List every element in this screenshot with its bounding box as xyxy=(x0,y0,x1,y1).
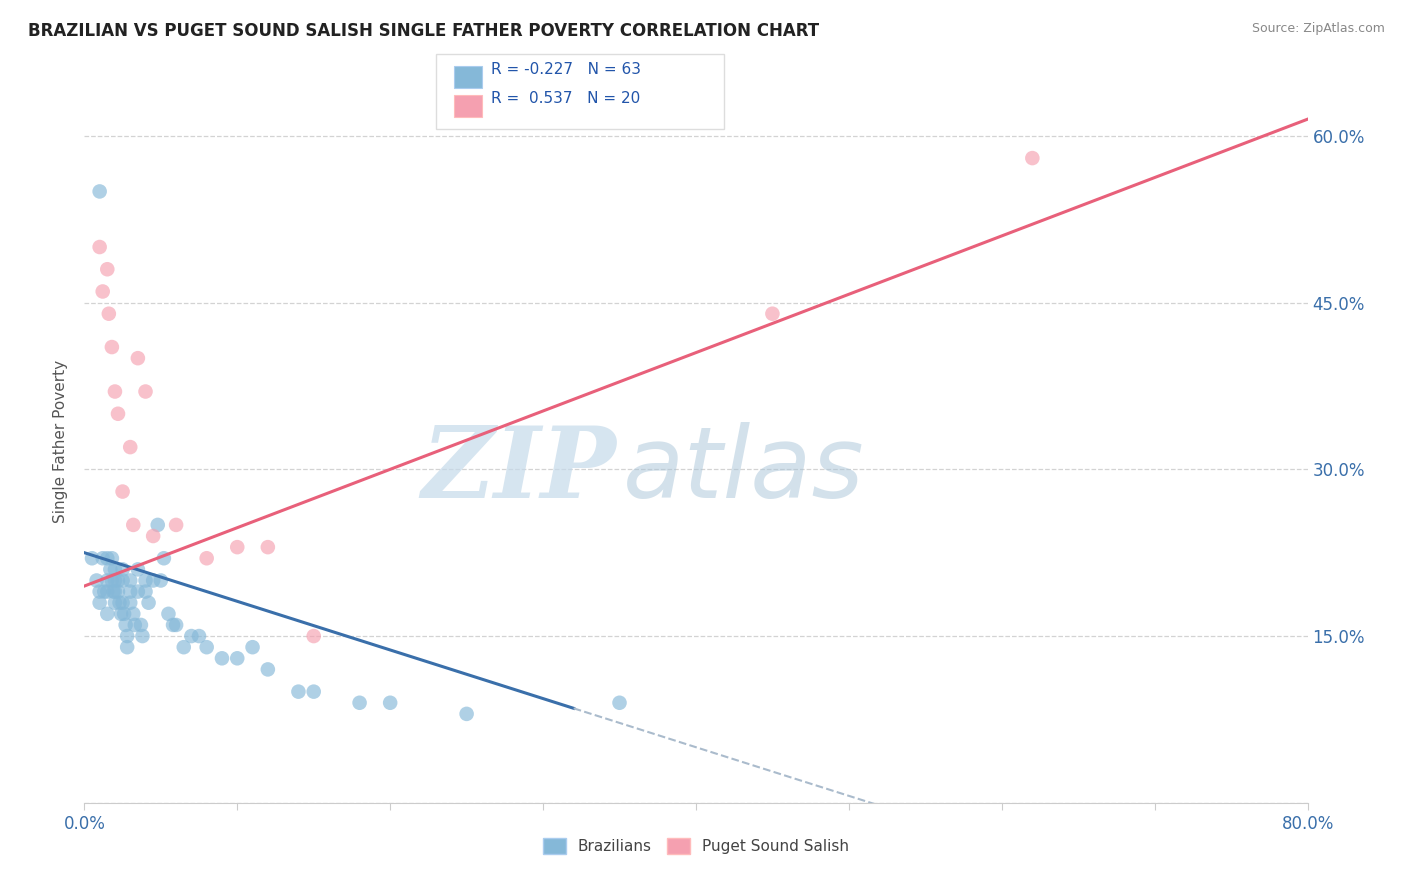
Point xyxy=(97,307,120,321)
Point xyxy=(104,562,127,576)
Point xyxy=(86,574,108,588)
Point xyxy=(226,540,249,554)
Point xyxy=(112,607,135,621)
Point xyxy=(127,562,149,576)
Point xyxy=(111,484,134,499)
Point xyxy=(242,640,264,655)
Point xyxy=(101,551,124,566)
Point xyxy=(89,185,111,199)
Point xyxy=(107,407,129,421)
Point xyxy=(131,629,153,643)
Point xyxy=(609,696,631,710)
Point xyxy=(195,640,218,655)
Point xyxy=(195,551,218,566)
Point xyxy=(111,596,134,610)
Point xyxy=(761,307,783,321)
Y-axis label: Single Father Poverty: Single Father Poverty xyxy=(53,360,69,523)
Point xyxy=(122,517,145,532)
Point xyxy=(104,584,127,599)
Point xyxy=(96,607,118,621)
Point xyxy=(111,562,134,576)
Point xyxy=(115,640,138,655)
Point xyxy=(135,384,157,399)
Point xyxy=(93,584,115,599)
Point xyxy=(226,651,249,665)
Point xyxy=(115,629,138,643)
Legend: Brazilians, Puget Sound Salish: Brazilians, Puget Sound Salish xyxy=(537,832,855,860)
Point xyxy=(142,529,165,543)
Point xyxy=(149,574,172,588)
Point xyxy=(89,240,111,254)
Point xyxy=(302,629,325,643)
Point xyxy=(89,584,111,599)
Point xyxy=(96,584,118,599)
Point xyxy=(211,651,233,665)
Text: BRAZILIAN VS PUGET SOUND SALISH SINGLE FATHER POVERTY CORRELATION CHART: BRAZILIAN VS PUGET SOUND SALISH SINGLE F… xyxy=(28,22,820,40)
Point xyxy=(165,618,187,632)
Point xyxy=(1021,151,1043,165)
Point xyxy=(142,574,165,588)
Point xyxy=(110,607,132,621)
Point xyxy=(96,574,118,588)
Point xyxy=(188,629,211,643)
Text: Source: ZipAtlas.com: Source: ZipAtlas.com xyxy=(1251,22,1385,36)
Point xyxy=(138,596,160,610)
Point xyxy=(380,696,402,710)
Point xyxy=(104,384,127,399)
Point xyxy=(103,584,125,599)
Point xyxy=(107,584,129,599)
Point xyxy=(91,551,114,566)
Text: ZIP: ZIP xyxy=(422,422,616,518)
Point xyxy=(111,574,134,588)
Point xyxy=(165,517,187,532)
Point xyxy=(101,340,124,354)
Point xyxy=(89,596,111,610)
Point xyxy=(104,574,127,588)
Point xyxy=(456,706,478,721)
Point xyxy=(98,562,121,576)
Point xyxy=(129,618,152,632)
Point xyxy=(127,351,149,366)
Point xyxy=(120,574,142,588)
Point xyxy=(120,584,142,599)
Point xyxy=(104,596,127,610)
Point xyxy=(96,551,118,566)
Point xyxy=(135,584,157,599)
Point xyxy=(157,607,180,621)
Point xyxy=(120,596,142,610)
Point xyxy=(287,684,309,698)
Point xyxy=(127,584,149,599)
Point xyxy=(257,662,280,676)
Point xyxy=(80,551,103,566)
Point xyxy=(122,607,145,621)
Text: atlas: atlas xyxy=(623,422,865,519)
Point xyxy=(101,574,124,588)
Point xyxy=(349,696,371,710)
Point xyxy=(302,684,325,698)
Point xyxy=(91,285,114,299)
Point xyxy=(153,551,176,566)
Point xyxy=(173,640,195,655)
Point xyxy=(107,574,129,588)
Text: R = -0.227   N = 63: R = -0.227 N = 63 xyxy=(491,62,641,77)
Point xyxy=(135,574,157,588)
Point xyxy=(180,629,202,643)
Point xyxy=(120,440,142,454)
Point xyxy=(257,540,280,554)
Text: R =  0.537   N = 20: R = 0.537 N = 20 xyxy=(491,91,640,105)
Point xyxy=(108,596,131,610)
Point xyxy=(162,618,184,632)
Point xyxy=(96,262,118,277)
Point xyxy=(114,618,136,632)
Point xyxy=(146,517,169,532)
Point xyxy=(124,618,146,632)
